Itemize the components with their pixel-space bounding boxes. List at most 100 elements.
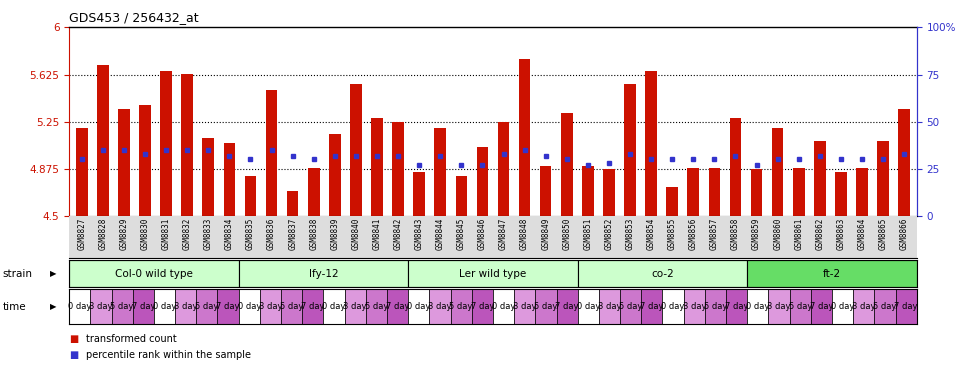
Text: 3 day: 3 day: [89, 302, 112, 311]
Bar: [835, 172, 847, 216]
Bar: [350, 84, 362, 216]
Text: GSM8851: GSM8851: [584, 218, 592, 250]
Text: GSM8861: GSM8861: [794, 218, 804, 250]
Text: GSM8838: GSM8838: [309, 218, 318, 250]
Bar: [747, 260, 917, 287]
Bar: [645, 71, 657, 216]
Text: GSM8852: GSM8852: [605, 218, 613, 250]
Text: 3 day: 3 day: [767, 302, 791, 311]
Bar: [260, 289, 281, 324]
Text: 0 day: 0 day: [661, 302, 684, 311]
Bar: [557, 289, 578, 324]
Bar: [111, 289, 132, 324]
Text: ■: ■: [69, 350, 79, 360]
Text: 7 day: 7 day: [725, 302, 749, 311]
Text: 0 day: 0 day: [577, 302, 600, 311]
Bar: [324, 289, 345, 324]
Text: 3 day: 3 day: [513, 302, 537, 311]
Bar: [218, 289, 239, 324]
Text: GSM8858: GSM8858: [731, 218, 740, 250]
Text: 5 day: 5 day: [110, 302, 133, 311]
Bar: [76, 128, 87, 216]
Bar: [814, 141, 826, 216]
Text: 7 day: 7 day: [216, 302, 240, 311]
Bar: [435, 128, 446, 216]
Text: GSM8829: GSM8829: [119, 218, 129, 250]
Bar: [751, 169, 762, 216]
Bar: [708, 168, 720, 216]
Bar: [666, 187, 678, 216]
Text: 5 day: 5 day: [280, 302, 303, 311]
Bar: [450, 289, 471, 324]
Text: 3 day: 3 day: [344, 302, 367, 311]
Bar: [196, 289, 218, 324]
Text: 7 day: 7 day: [556, 302, 579, 311]
Bar: [302, 289, 324, 324]
Bar: [518, 59, 530, 216]
Text: 0 day: 0 day: [68, 302, 91, 311]
Text: GSM8849: GSM8849: [541, 218, 550, 250]
Bar: [387, 289, 408, 324]
Bar: [160, 71, 172, 216]
Bar: [540, 166, 551, 216]
Text: GSM8835: GSM8835: [246, 218, 255, 250]
Bar: [497, 122, 510, 216]
Text: time: time: [3, 302, 27, 311]
Text: GSM8862: GSM8862: [815, 218, 825, 250]
Text: GSM8847: GSM8847: [499, 218, 508, 250]
Text: GSM8856: GSM8856: [688, 218, 698, 250]
Text: lfy-12: lfy-12: [308, 269, 338, 279]
Text: 0 day: 0 day: [492, 302, 516, 311]
Bar: [811, 289, 832, 324]
Text: 3 day: 3 day: [428, 302, 452, 311]
Bar: [118, 109, 130, 216]
Bar: [687, 168, 699, 216]
Bar: [281, 289, 302, 324]
Text: GSM8854: GSM8854: [647, 218, 656, 250]
Bar: [175, 289, 196, 324]
Text: Ler wild type: Ler wild type: [459, 269, 527, 279]
Text: 0 day: 0 day: [407, 302, 430, 311]
Bar: [139, 105, 151, 216]
Bar: [603, 169, 614, 216]
Bar: [345, 289, 366, 324]
Bar: [641, 289, 662, 324]
Text: 5 day: 5 day: [195, 302, 219, 311]
Text: 5 day: 5 day: [619, 302, 642, 311]
Text: GSM8843: GSM8843: [415, 218, 423, 250]
Text: GSM8846: GSM8846: [478, 218, 487, 250]
Bar: [772, 128, 783, 216]
Bar: [896, 289, 917, 324]
Text: Col-0 wild type: Col-0 wild type: [115, 269, 193, 279]
Bar: [899, 109, 910, 216]
Text: ▶: ▶: [50, 269, 57, 278]
Text: GSM8848: GSM8848: [520, 218, 529, 250]
Text: GSM8850: GSM8850: [563, 218, 571, 250]
Bar: [471, 289, 493, 324]
Bar: [832, 289, 853, 324]
Bar: [181, 74, 193, 216]
Bar: [578, 260, 747, 287]
Text: GSM8859: GSM8859: [752, 218, 761, 250]
Bar: [366, 289, 387, 324]
Text: 5 day: 5 day: [704, 302, 727, 311]
Text: GSM8833: GSM8833: [204, 218, 213, 250]
Bar: [875, 289, 896, 324]
Bar: [726, 289, 747, 324]
Text: GSM8842: GSM8842: [394, 218, 402, 250]
Text: 5 day: 5 day: [788, 302, 812, 311]
Bar: [515, 289, 536, 324]
Bar: [662, 289, 684, 324]
Bar: [456, 176, 468, 216]
Bar: [705, 289, 726, 324]
Bar: [684, 289, 705, 324]
Bar: [132, 289, 154, 324]
Text: ft-2: ft-2: [823, 269, 841, 279]
Bar: [429, 289, 450, 324]
Bar: [793, 168, 804, 216]
Text: 3 day: 3 day: [174, 302, 198, 311]
Text: 7 day: 7 day: [132, 302, 156, 311]
Text: 7 day: 7 day: [640, 302, 663, 311]
Text: GSM8836: GSM8836: [267, 218, 276, 250]
Text: ■: ■: [69, 333, 79, 344]
